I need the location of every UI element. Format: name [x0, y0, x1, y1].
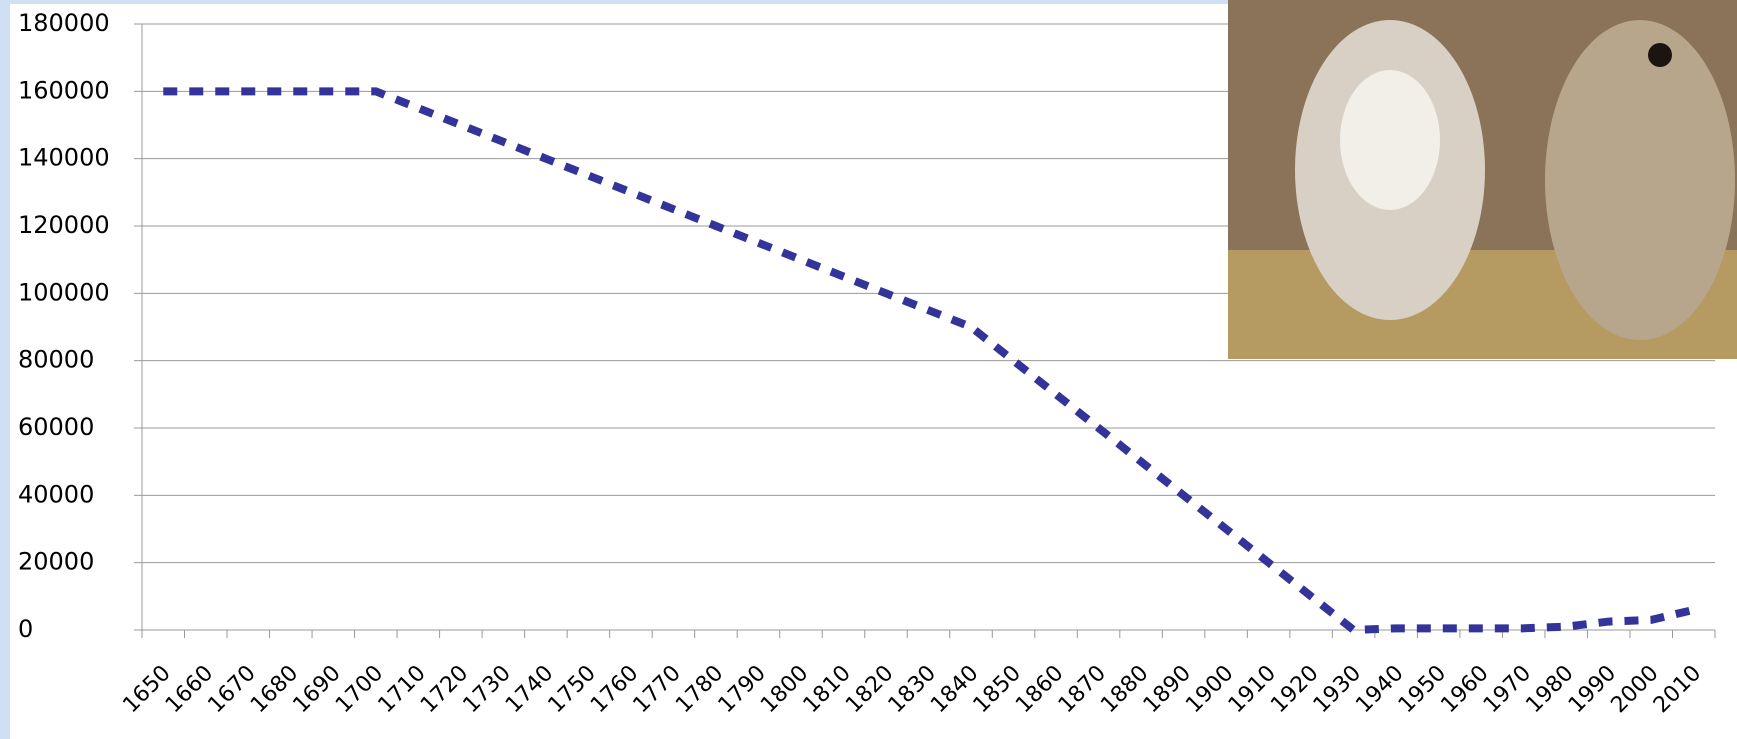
y-tick-label: 60000 — [18, 413, 94, 441]
y-tick-label: 180000 — [18, 9, 110, 37]
photo — [1228, 0, 1737, 359]
y-tick-label: 40000 — [18, 480, 94, 508]
y-tick-label: 100000 — [18, 278, 110, 306]
chart: 0 20000 40000 60000 80000 100000 120000 140000 1… — [0, 0, 1737, 739]
y-tick-label: 0 — [18, 615, 33, 643]
y-tick-label: 160000 — [18, 76, 110, 104]
y-tick-label: 80000 — [18, 346, 94, 374]
y-tick-label: 140000 — [18, 144, 110, 172]
y-tick-label: 20000 — [18, 548, 94, 576]
y-tick-label: 120000 — [18, 211, 110, 239]
